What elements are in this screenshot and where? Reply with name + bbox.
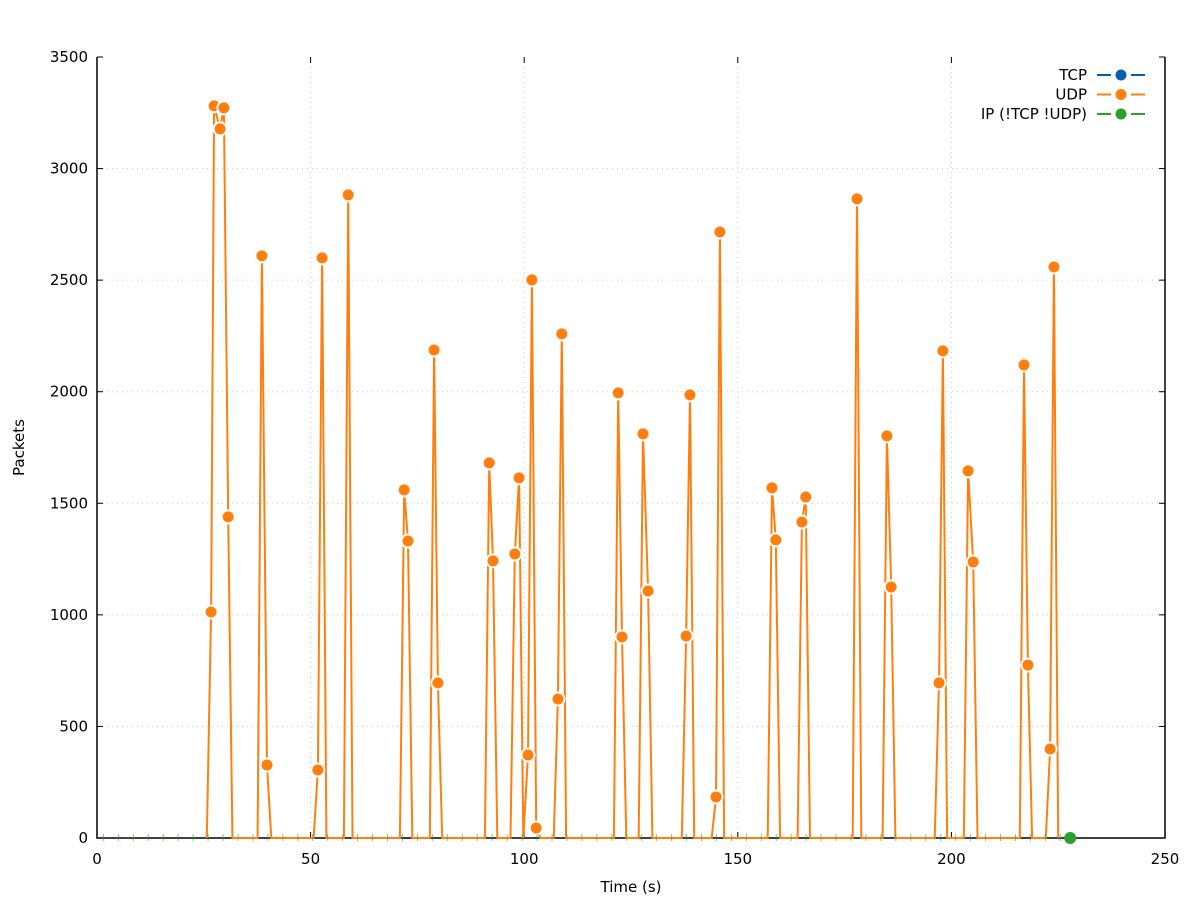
ip-point — [1064, 832, 1077, 844]
x-tick-label: 0 — [92, 850, 102, 868]
legend-marker — [1115, 108, 1127, 120]
udp-point — [610, 385, 626, 401]
legend-marker — [1115, 89, 1127, 100]
udp-line — [205, 105, 1060, 839]
y-tick-label: 2500 — [50, 271, 88, 289]
x-tick-label: 50 — [301, 850, 320, 868]
legend-label: IP (!TCP !UDP) — [981, 105, 1087, 123]
udp-point — [554, 326, 570, 342]
y-tick-label: 1000 — [50, 606, 88, 624]
udp-point — [682, 387, 698, 403]
udp-point — [520, 747, 536, 763]
x-tick-label: 150 — [723, 850, 752, 868]
udp-point — [1020, 657, 1036, 673]
udp-point — [1016, 357, 1032, 373]
y-tick-label: 0 — [78, 829, 88, 847]
legend-marker — [1115, 69, 1127, 81]
udp-point — [712, 224, 728, 240]
udp-point — [310, 762, 326, 778]
udp-point — [965, 554, 981, 570]
y-tick-label: 3000 — [50, 160, 88, 178]
udp-point — [1046, 259, 1062, 275]
ip-series — [102, 832, 1077, 844]
udp-point — [528, 820, 544, 836]
x-tick-label: 250 — [1151, 850, 1180, 868]
udp-point — [212, 121, 228, 137]
x-axis-label: Time (s) — [600, 878, 662, 896]
udp-point — [511, 470, 527, 486]
udp-point — [430, 675, 446, 691]
udp-point — [708, 789, 724, 805]
udp-point — [216, 100, 232, 116]
udp-point — [798, 489, 814, 505]
udp-point — [254, 248, 270, 264]
x-tick-label: 100 — [510, 850, 539, 868]
udp-point — [481, 455, 497, 471]
udp-point — [883, 579, 899, 595]
udp-point — [550, 691, 566, 707]
udp-point — [849, 191, 865, 207]
udp-point — [400, 533, 416, 549]
udp-point — [1042, 741, 1058, 757]
y-tick-label: 500 — [59, 717, 88, 735]
udp-point — [879, 428, 895, 444]
udp-point — [935, 343, 951, 359]
legend-label: TCP — [1058, 66, 1087, 84]
x-tick-label: 200 — [937, 850, 966, 868]
udp-point — [614, 629, 630, 645]
udp-point — [764, 480, 780, 496]
udp-point — [340, 187, 356, 203]
udp-point — [220, 509, 236, 525]
udp-point — [524, 272, 540, 288]
udp-point — [259, 757, 275, 773]
legend-label: UDP — [1055, 86, 1087, 104]
udp-point — [485, 553, 501, 569]
udp-point — [678, 628, 694, 644]
y-tick-label: 3500 — [50, 48, 88, 66]
y-axis-label: Packets — [10, 419, 28, 476]
udp-point — [640, 583, 656, 599]
udp-point — [931, 675, 947, 691]
axes-frame — [96, 57, 1166, 839]
udp-series — [203, 98, 1062, 839]
udp-point — [768, 532, 784, 548]
y-tick-label: 1500 — [50, 494, 88, 512]
udp-point — [396, 482, 412, 498]
udp-point — [314, 250, 330, 266]
udp-point — [426, 342, 442, 358]
udp-point — [960, 463, 976, 479]
udp-point — [635, 426, 651, 442]
udp-point — [203, 604, 219, 620]
y-tick-label: 2000 — [50, 383, 88, 401]
udp-point — [794, 514, 810, 530]
udp-point — [507, 546, 523, 562]
